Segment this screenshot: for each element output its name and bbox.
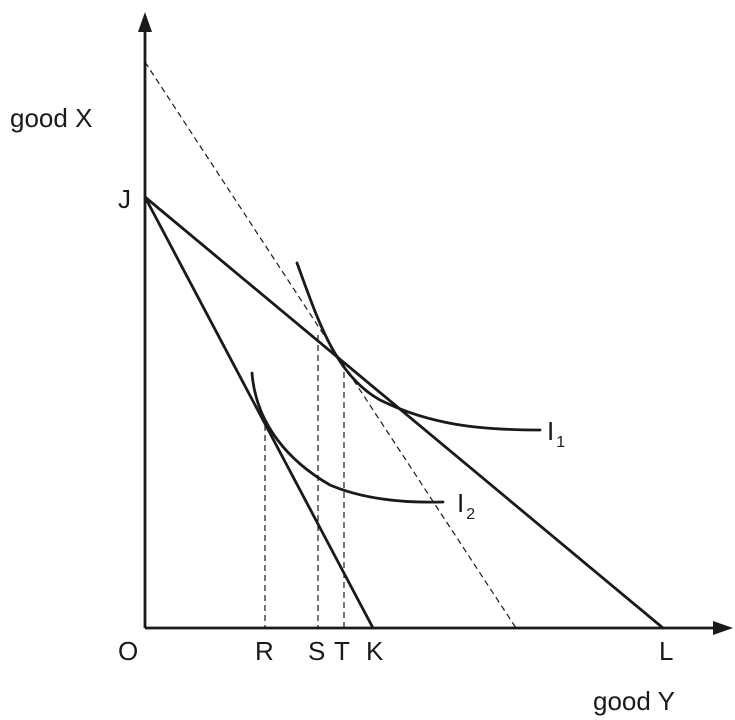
y-axis-label: good X <box>10 103 92 133</box>
x-axis-arrowhead <box>713 621 733 635</box>
point-label-S: S <box>308 636 325 666</box>
indifference-curve-I1 <box>295 261 542 432</box>
y-axis-arrowhead <box>138 12 152 32</box>
point-label-T: T <box>334 636 350 666</box>
curve-label-I1-letter: I <box>547 416 554 446</box>
compensating-budget-line <box>144 61 517 629</box>
point-label-J: J <box>118 184 131 214</box>
x-axis-label: good Y <box>593 686 675 716</box>
point-label-K: K <box>366 636 384 666</box>
curve-label-I2-subscript: 2 <box>466 506 475 523</box>
origin-label: O <box>118 636 138 666</box>
budget-line-JL <box>143 195 665 630</box>
budget-line-JK <box>143 195 375 630</box>
point-label-L: L <box>659 636 673 666</box>
curve-label-I2-letter: I <box>457 488 464 518</box>
curve-label-I1-subscript: 1 <box>556 434 565 451</box>
indifference-curve-I2 <box>250 371 445 504</box>
point-label-R: R <box>255 636 274 666</box>
